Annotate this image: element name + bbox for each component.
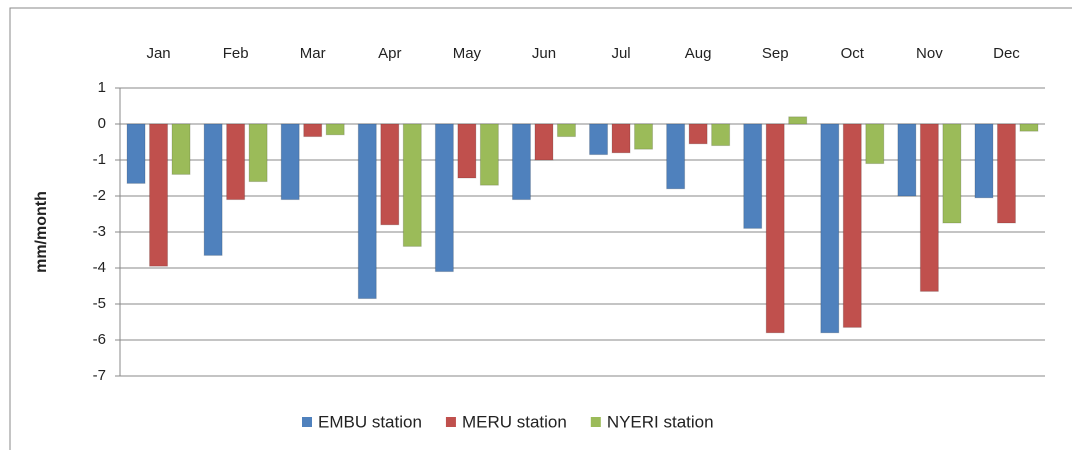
legend-label: EMBU station xyxy=(318,412,422,431)
bar xyxy=(203,123,223,256)
bar xyxy=(171,123,191,175)
bar xyxy=(479,123,499,186)
y-tick-label: -6 xyxy=(93,331,106,348)
bar xyxy=(1019,123,1039,132)
y-tick-label: 0 xyxy=(98,115,106,132)
bar xyxy=(974,123,994,199)
legend-swatch xyxy=(445,417,456,427)
y-tick-label: 1 xyxy=(98,79,106,96)
bar xyxy=(325,123,345,136)
x-tick-label: Apr xyxy=(378,45,401,62)
x-tick-label: Jun xyxy=(532,45,556,62)
bar xyxy=(765,123,785,334)
x-tick-label: Nov xyxy=(916,45,943,62)
bar xyxy=(897,123,917,197)
y-tick-label: -2 xyxy=(93,187,106,204)
chart-frame xyxy=(9,7,1072,450)
x-tick-label: Jul xyxy=(611,45,630,62)
bar xyxy=(248,123,268,183)
bar xyxy=(634,123,654,150)
bar xyxy=(556,123,576,138)
bar xyxy=(942,123,962,224)
legend-swatch xyxy=(590,417,601,427)
bar xyxy=(511,123,531,201)
bar xyxy=(126,123,146,184)
bar xyxy=(611,123,631,154)
y-tick-label: -4 xyxy=(93,259,106,276)
bar xyxy=(711,123,731,147)
y-tick-label: -5 xyxy=(93,295,106,312)
y-tick-label: -3 xyxy=(93,223,106,240)
y-tick-label: -7 xyxy=(93,367,106,384)
x-tick-label: Dec xyxy=(993,45,1020,62)
bar xyxy=(743,123,763,229)
bar xyxy=(434,123,454,273)
y-axis-label: mm/month xyxy=(33,191,50,273)
bar xyxy=(996,123,1016,224)
bar xyxy=(226,123,246,201)
x-tick-label: May xyxy=(453,45,482,62)
bar xyxy=(402,123,422,247)
x-tick-label: Feb xyxy=(223,45,249,62)
bar xyxy=(534,123,554,161)
bar xyxy=(688,123,708,145)
bar xyxy=(380,123,400,226)
bar xyxy=(357,123,377,300)
y-tick-label: -1 xyxy=(93,151,106,168)
x-tick-label: Oct xyxy=(841,45,865,62)
bar xyxy=(149,123,169,267)
bar xyxy=(842,123,862,328)
bar xyxy=(303,123,323,138)
bar xyxy=(280,123,300,201)
legend-label: MERU station xyxy=(462,412,567,431)
legend-swatch xyxy=(302,417,312,427)
x-tick-label: Sep xyxy=(762,45,789,62)
bar xyxy=(820,123,840,334)
bar xyxy=(919,123,939,292)
bar xyxy=(589,123,609,156)
bar xyxy=(788,116,808,125)
x-tick-label: Mar xyxy=(300,45,326,62)
bar xyxy=(666,123,686,190)
legend-label: NYERI station xyxy=(607,412,714,431)
x-tick-label: Aug xyxy=(685,45,712,62)
x-tick-label: Jan xyxy=(146,45,170,62)
bar xyxy=(865,123,885,165)
bar xyxy=(457,123,477,179)
